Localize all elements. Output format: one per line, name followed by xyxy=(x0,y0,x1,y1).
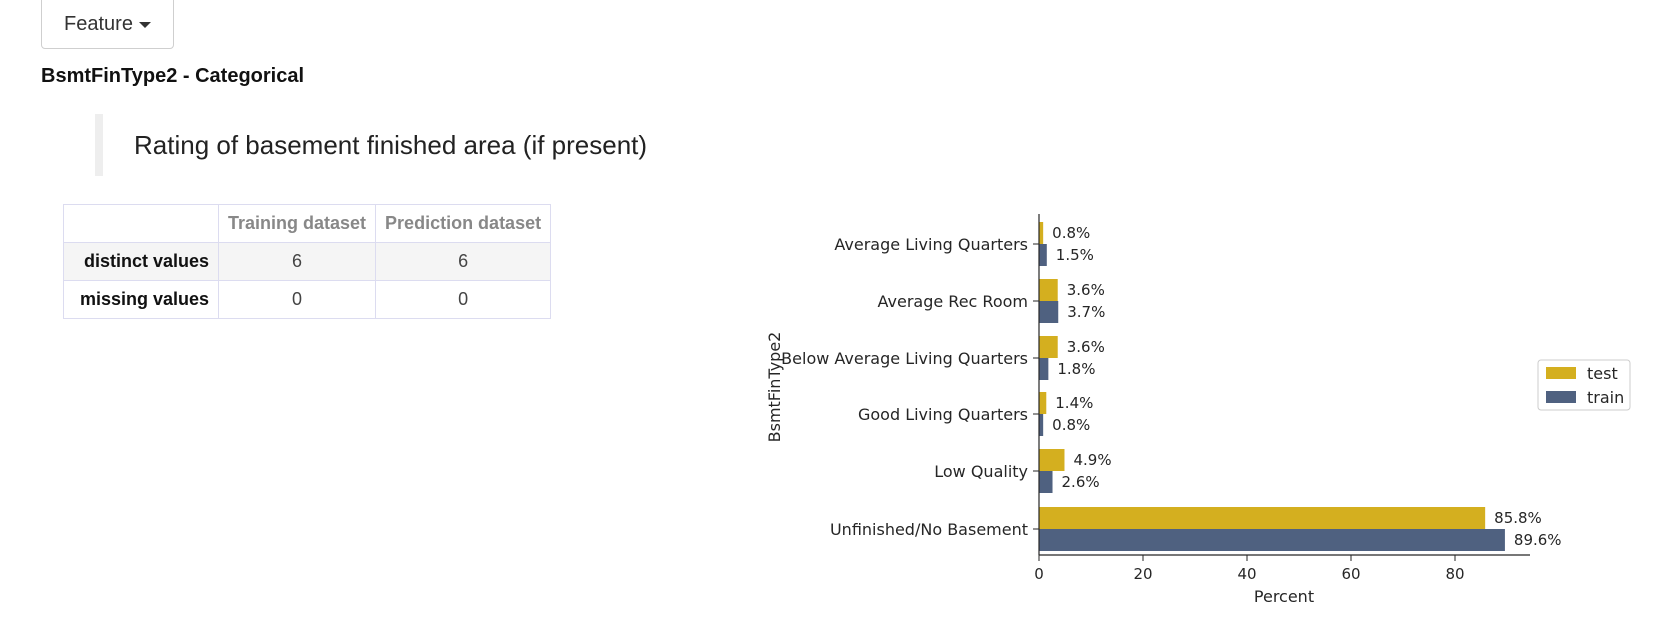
stats-table: Training dataset Prediction dataset dist… xyxy=(63,204,552,319)
data-label: 85.8% xyxy=(1494,509,1542,527)
data-label: 3.6% xyxy=(1067,281,1105,299)
category-label: Unfinished/No Basement xyxy=(830,520,1028,539)
bar-test xyxy=(1039,222,1044,244)
bar-test xyxy=(1039,336,1058,358)
description-text: Rating of basement finished area (if pre… xyxy=(134,129,648,160)
feature-dropdown-button[interactable]: Feature xyxy=(41,0,174,49)
bar-train xyxy=(1039,529,1505,551)
cell-training: 0 xyxy=(217,280,377,319)
x-tick-label: 40 xyxy=(1237,565,1256,583)
legend-label: train xyxy=(1587,388,1624,407)
table-row: distinct values 6 6 xyxy=(63,242,552,281)
data-label: 2.6% xyxy=(1062,473,1100,491)
data-label: 0.8% xyxy=(1052,224,1090,242)
row-label: distinct values xyxy=(63,242,219,281)
data-label: 3.7% xyxy=(1067,303,1105,321)
x-tick-label: 0 xyxy=(1034,565,1044,583)
feature-description: Rating of basement finished area (if pre… xyxy=(95,114,735,176)
table-header-training: Training dataset xyxy=(217,204,377,243)
cell-training: 6 xyxy=(217,242,377,281)
bar-train xyxy=(1039,301,1059,323)
data-label: 1.4% xyxy=(1055,394,1093,412)
bar-test xyxy=(1039,392,1047,414)
cell-prediction: 0 xyxy=(375,280,552,319)
data-label: 4.9% xyxy=(1073,451,1111,469)
bar-test xyxy=(1039,449,1065,471)
data-label: 0.8% xyxy=(1052,416,1090,434)
data-label: 1.5% xyxy=(1056,246,1094,264)
bar-train xyxy=(1039,244,1047,266)
data-label: 89.6% xyxy=(1514,531,1562,549)
x-tick-label: 80 xyxy=(1445,565,1464,583)
y-axis-label: BsmtFinType2 xyxy=(765,332,784,443)
data-label: 1.8% xyxy=(1057,360,1095,378)
legend-swatch xyxy=(1546,391,1576,403)
feature-title: BsmtFinType2 - Categorical xyxy=(41,65,305,87)
category-label: Average Living Quarters xyxy=(834,235,1028,254)
bar-train xyxy=(1039,358,1049,380)
legend-label: test xyxy=(1587,364,1618,383)
category-label: Below Average Living Quarters xyxy=(781,349,1028,368)
data-label: 3.6% xyxy=(1067,338,1105,356)
x-tick-label: 60 xyxy=(1341,565,1360,583)
category-label: Low Quality xyxy=(934,462,1028,481)
bar-test xyxy=(1039,279,1058,301)
bar-train xyxy=(1039,414,1044,436)
legend-swatch xyxy=(1546,367,1576,379)
x-tick-label: 20 xyxy=(1133,565,1152,583)
caret-down-icon xyxy=(138,21,151,28)
bar-test xyxy=(1039,507,1486,529)
table-header-row: Training dataset Prediction dataset xyxy=(63,204,552,243)
cell-prediction: 6 xyxy=(375,242,552,281)
table-header-empty xyxy=(63,204,219,243)
bar-train xyxy=(1039,471,1053,493)
row-label: missing values xyxy=(63,280,219,319)
table-row: missing values 0 0 xyxy=(63,280,552,319)
x-axis-label: Percent xyxy=(1254,587,1314,606)
feature-dropdown-label: Feature xyxy=(64,13,133,35)
category-label: Average Rec Room xyxy=(878,292,1028,311)
table-header-prediction: Prediction dataset xyxy=(375,204,552,243)
category-label: Good Living Quarters xyxy=(858,405,1028,424)
